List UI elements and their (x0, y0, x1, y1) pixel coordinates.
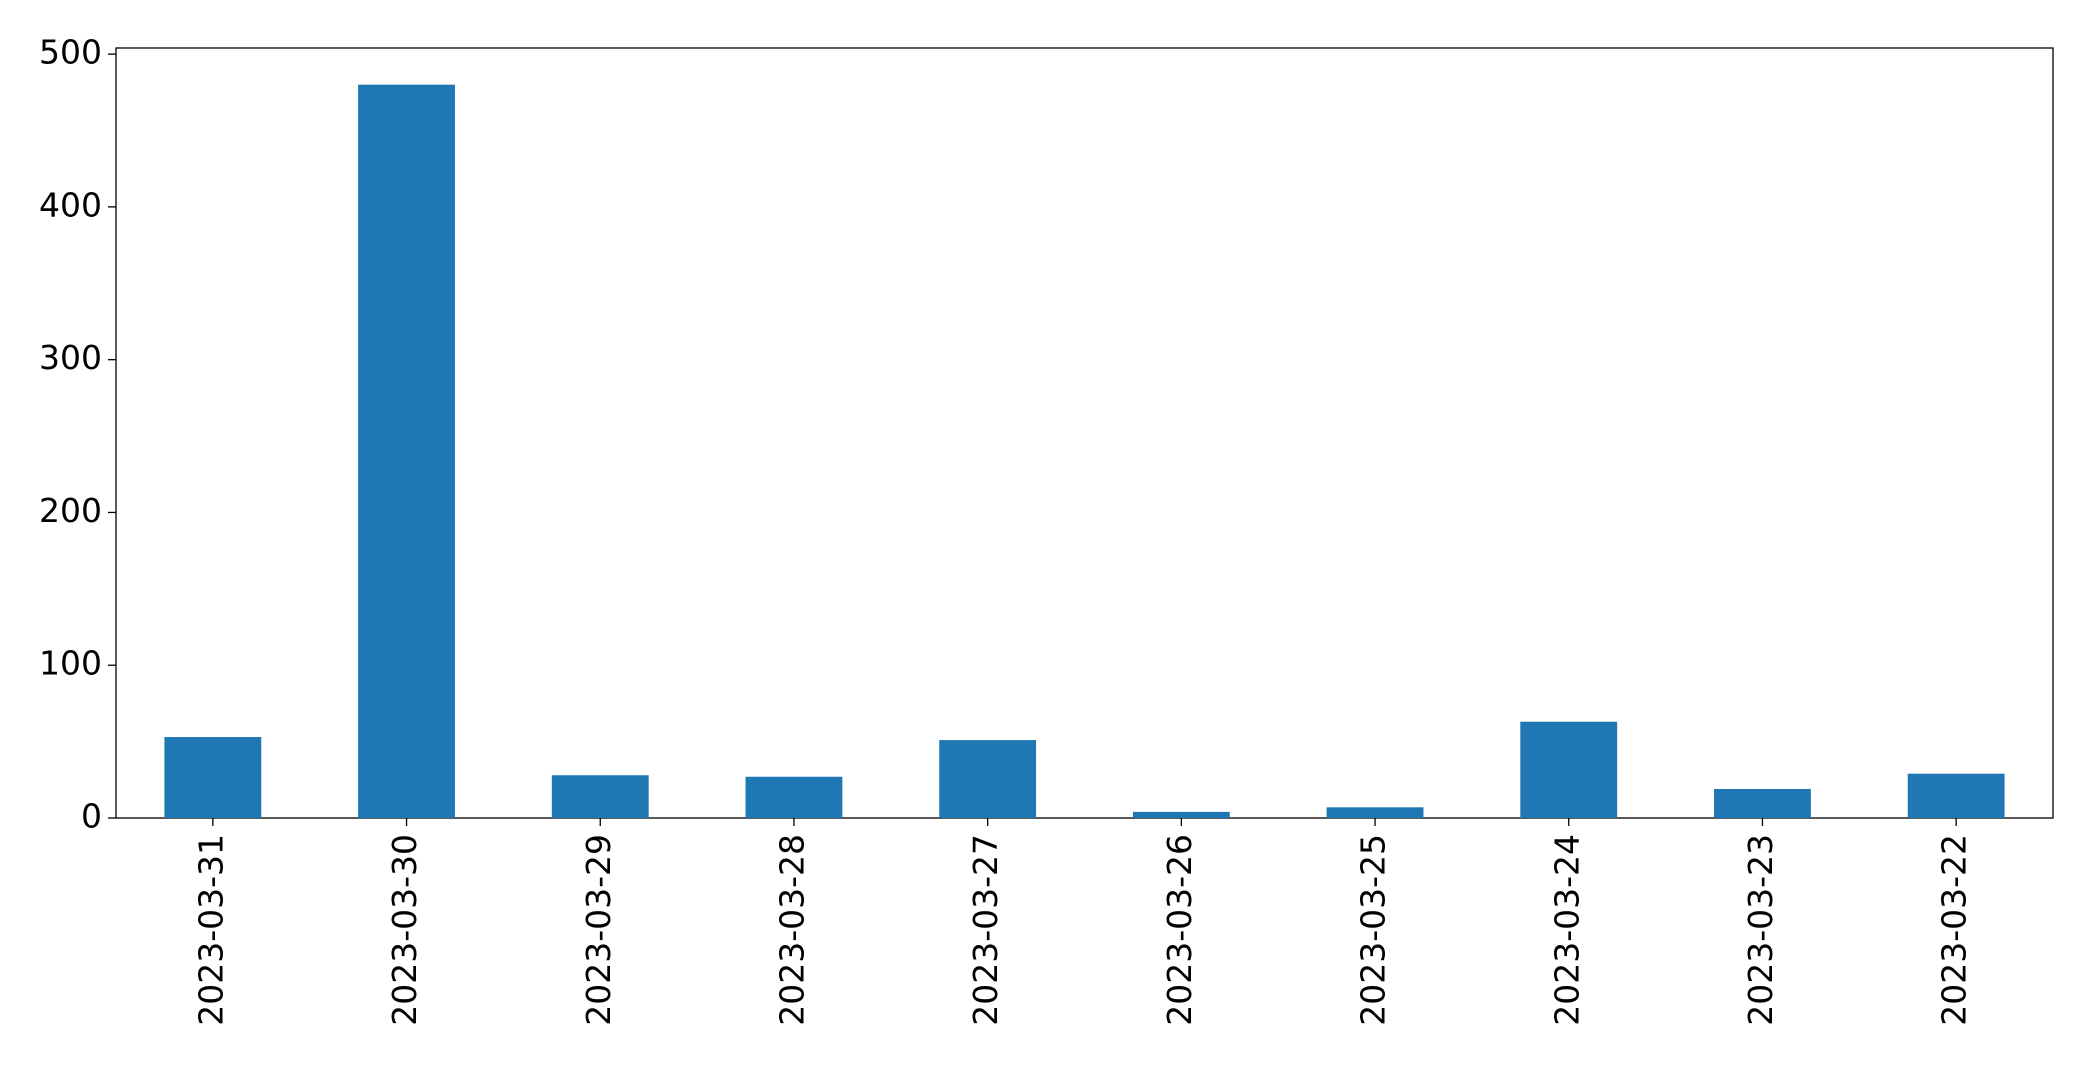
y-tick-label: 400 (39, 185, 102, 224)
bar (939, 740, 1037, 818)
y-tick-label: 200 (39, 491, 102, 530)
y-tick-label: 300 (39, 338, 102, 377)
x-tick-label: 2023-03-30 (385, 834, 424, 1026)
bar (1714, 788, 1811, 818)
bar (1907, 773, 2005, 818)
bar (164, 737, 262, 818)
x-tick-label: 2023-03-24 (1547, 834, 1586, 1026)
x-tick-label: 2023-03-31 (191, 834, 230, 1026)
x-tick-label: 2023-03-29 (579, 834, 618, 1026)
y-tick-label: 100 (39, 644, 102, 683)
x-tick-label: 2023-03-23 (1741, 834, 1780, 1026)
bar (551, 775, 649, 818)
y-tick-label: 0 (81, 797, 102, 836)
bar (358, 84, 455, 818)
bar (1132, 811, 1230, 818)
x-tick-label: 2023-03-26 (1160, 834, 1199, 1026)
x-tick-label: 2023-03-25 (1354, 834, 1393, 1026)
x-tick-label: 2023-03-22 (1935, 834, 1974, 1026)
plot-frame (115, 47, 2054, 819)
bar (1326, 807, 1424, 818)
bar (1520, 721, 1618, 818)
bar (745, 776, 843, 818)
y-tick-label: 500 (39, 33, 102, 72)
x-tick-label: 2023-03-28 (772, 834, 811, 1026)
x-tick-label: 2023-03-27 (966, 834, 1005, 1026)
